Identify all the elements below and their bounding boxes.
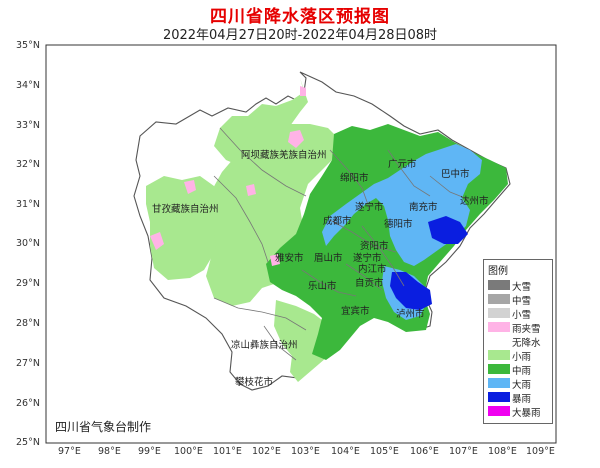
city-label: 雅安市 (275, 253, 304, 264)
lat-label: 28°N (16, 318, 40, 329)
lat-label: 31°N (16, 199, 40, 210)
lat-label: 26°N (16, 398, 40, 409)
legend-item-heavy-snow: 大雪 (484, 278, 552, 293)
legend-item-heavy-rainstorm: 大暴雨 (484, 404, 552, 419)
region-label: 甘孜藏族自治州 (152, 204, 219, 215)
light-rain-area (274, 300, 334, 382)
region-label: 阿坝藏族羌族自治州 (241, 150, 327, 161)
lon-label: 109°E (526, 446, 555, 457)
lat-label: 34°N (16, 80, 40, 91)
legend-swatch (488, 308, 510, 318)
sleet-area (246, 184, 256, 196)
legend-swatch (488, 364, 510, 374)
lat-label: 33°N (16, 120, 40, 131)
lon-label: 98°E (98, 446, 121, 457)
city-label: 遂宁市 (355, 202, 384, 213)
city-label: 巴中市 (441, 169, 470, 180)
city-label: 德阳市 (384, 219, 413, 230)
lon-label: 108°E (488, 446, 517, 457)
city-label: 资阳市 (360, 241, 389, 252)
light-rain-area (146, 176, 218, 280)
region-label: 凉山彝族自治州 (231, 340, 298, 351)
map-title: 四川省降水落区预报图 (210, 7, 390, 27)
lon-label: 101°E (213, 446, 242, 457)
legend-label: 大雪 (512, 282, 532, 293)
legend-swatch (488, 280, 510, 290)
lon-label: 99°E (138, 446, 161, 457)
legend-item-light-rain: 小雨 (484, 348, 552, 363)
legend-swatch (488, 378, 510, 388)
legend-item-heavy-rain: 大雨 (484, 376, 552, 391)
legend-label: 无降水 (512, 338, 541, 349)
prefecture-boundaries (213, 127, 471, 361)
legend-swatch (488, 350, 510, 360)
sleet-area (150, 232, 164, 250)
lat-label: 27°N (16, 358, 40, 369)
city-label: 内江市 (358, 264, 387, 275)
city-label: 广元市 (388, 159, 417, 170)
city-label: 自贡市 (355, 278, 384, 289)
sleet-area (184, 180, 196, 194)
legend-swatch (488, 322, 510, 332)
legend-title: 图例 (488, 266, 508, 277)
lat-label: 29°N (16, 278, 40, 289)
lat-label: 25°N (16, 437, 40, 448)
city-label: 成都市 (323, 216, 352, 227)
lon-label: 102°E (252, 446, 281, 457)
city-label: 眉山市 (314, 253, 343, 264)
sleet-area (300, 86, 306, 96)
legend-label: 小雪 (512, 310, 532, 321)
lon-label: 103°E (291, 446, 320, 457)
legend-label: 小雨 (512, 352, 532, 363)
region-label: 攀枝花市 (235, 377, 274, 388)
legend-swatch (488, 392, 510, 402)
legend-item-sleet: 雨夹雪 (484, 320, 552, 335)
city-label: 宜宾市 (341, 306, 370, 317)
legend-item-no-precipitation: 无降水 (484, 334, 552, 349)
sleet-area (288, 130, 304, 148)
legend-label: 中雨 (512, 366, 532, 377)
lon-label: 97°E (58, 446, 81, 457)
lon-label: 107°E (449, 446, 478, 457)
lon-label: 106°E (410, 446, 439, 457)
map-legend: 图例 大雪 中雪 小雪 雨夹雪 无降水 小雨 中雨 大雨 暴雨 大暴雨 (483, 259, 553, 424)
credit-text: 四川省气象台制作 (55, 420, 152, 434)
legend-item-rainstorm: 暴雨 (484, 390, 552, 405)
legend-item-moderate-rain: 中雨 (484, 362, 552, 377)
city-label: 乐山市 (308, 281, 337, 292)
rainstorm-area (428, 216, 468, 244)
city-label: 南充市 (409, 202, 438, 213)
city-label: 绵阳市 (340, 173, 369, 184)
lat-label: 30°N (16, 238, 40, 249)
legend-item-moderate-snow: 中雪 (484, 292, 552, 307)
sleet-area (270, 254, 280, 266)
lat-label: 35°N (16, 40, 40, 51)
lat-label: 32°N (16, 159, 40, 170)
lon-label: 104°E (331, 446, 360, 457)
city-label: 泸州市 (396, 309, 425, 320)
legend-label: 暴雨 (512, 394, 532, 405)
legend-label: 中雪 (512, 296, 532, 307)
legend-item-light-snow: 小雪 (484, 306, 552, 321)
legend-swatch (488, 336, 510, 346)
legend-swatch (488, 294, 510, 304)
city-label: 遂宁市 (353, 253, 382, 264)
map-subtitle: 2022年04月27日20时-2022年04月28日08时 (162, 28, 438, 43)
rainstorm-area (390, 272, 432, 310)
lon-label: 105°E (370, 446, 399, 457)
legend-swatch (488, 406, 510, 416)
legend-label: 大暴雨 (512, 408, 541, 419)
legend-label: 大雨 (512, 380, 532, 391)
city-label: 达州市 (460, 196, 489, 207)
legend-label: 雨夹雪 (512, 324, 541, 335)
lon-label: 100°E (174, 446, 203, 457)
